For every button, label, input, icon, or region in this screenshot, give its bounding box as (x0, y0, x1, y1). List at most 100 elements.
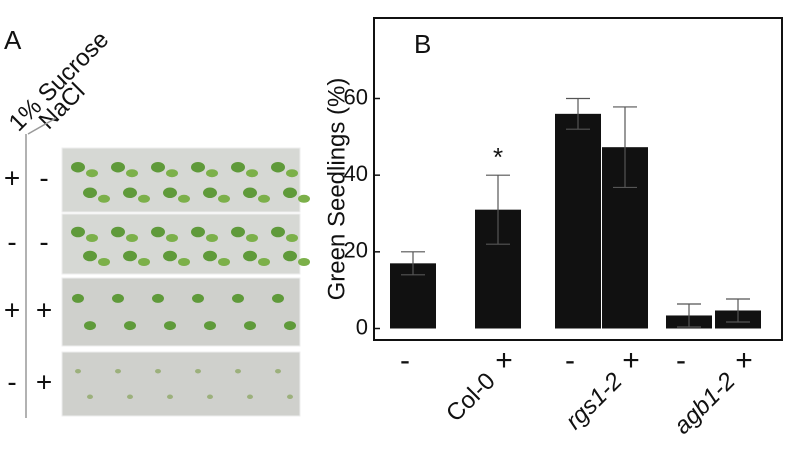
x-tick-label: + (622, 344, 640, 377)
seedling (244, 321, 256, 331)
seedling (138, 194, 150, 203)
seedling (203, 187, 217, 199)
nacl-sign: + (36, 366, 52, 397)
seedling (166, 169, 178, 178)
seedling (87, 394, 93, 400)
seedling (123, 250, 137, 262)
seedling (231, 226, 245, 238)
plot-frame (373, 17, 783, 341)
x-tick-label: + (735, 344, 753, 377)
nacl-sign: - (39, 162, 48, 193)
seedling (243, 187, 257, 199)
seedling (123, 187, 137, 199)
photo (61, 351, 301, 417)
seedling (152, 293, 164, 303)
seedling (243, 250, 257, 262)
seedling (258, 258, 270, 266)
seedling (98, 194, 110, 203)
seedling (283, 250, 297, 262)
sucrose-sign: + (4, 162, 20, 193)
seedling (163, 250, 177, 262)
seedling (151, 226, 165, 238)
y-tick-label: 0 (356, 314, 368, 339)
seedling (192, 293, 204, 303)
seedling (86, 169, 98, 178)
seedling (83, 187, 97, 199)
seedling (111, 226, 125, 238)
seedling (284, 321, 296, 331)
y-tick-label: 20 (344, 238, 368, 263)
seedling (163, 187, 177, 199)
sucrose-sign: + (4, 294, 20, 325)
seedling (98, 258, 110, 266)
y-tick-label: 60 (344, 84, 368, 109)
seedling (271, 226, 285, 238)
group-label: rgs1-2 (561, 368, 628, 435)
sucrose-sign: - (7, 226, 16, 257)
seedling (298, 258, 310, 266)
y-tick-label: 40 (344, 161, 368, 186)
seedling (271, 161, 285, 173)
seedling (206, 169, 218, 178)
seedling (155, 368, 161, 374)
seedling (203, 250, 217, 262)
x-tick-label: - (400, 344, 410, 377)
photo-panel (61, 147, 310, 417)
seedling (166, 234, 178, 242)
seedling (206, 234, 218, 242)
photo (61, 277, 301, 347)
seedling (286, 234, 298, 242)
panel-label: A (4, 25, 22, 55)
seedling (286, 169, 298, 178)
seedling (112, 293, 124, 303)
seedling (86, 234, 98, 242)
seedling (275, 368, 281, 374)
seedling (258, 194, 270, 203)
seedling (71, 161, 85, 173)
seedling (287, 394, 293, 400)
nacl-sign: + (36, 294, 52, 325)
nacl-sign: - (39, 226, 48, 257)
seedling (246, 234, 258, 242)
seedling (84, 321, 96, 331)
divider (27, 117, 57, 135)
panel-label: B (414, 29, 431, 59)
x-tick-label: + (495, 344, 513, 377)
seedling (231, 161, 245, 173)
seedling (167, 394, 173, 400)
significance-marker: * (493, 142, 503, 172)
bar (555, 113, 601, 329)
y-axis-label: Green Seedlings (%) (323, 78, 350, 301)
seedling (218, 194, 230, 203)
group-label: agb1-2 (669, 368, 741, 440)
sucrose-sign: - (7, 366, 16, 397)
seedling (126, 234, 138, 242)
seedling (115, 368, 121, 374)
seedling (191, 226, 205, 238)
seedling (195, 368, 201, 374)
seedling (246, 169, 258, 178)
group-label: Col-0 (441, 368, 501, 428)
seedling (207, 394, 213, 400)
seedling (178, 194, 190, 203)
seedling (126, 169, 138, 178)
seedling (235, 368, 241, 374)
seedling (283, 187, 297, 199)
seedling (127, 394, 133, 400)
seedling (83, 250, 97, 262)
seedling (71, 226, 85, 238)
seedling (272, 293, 284, 303)
seedling (138, 258, 150, 266)
seedling (75, 368, 81, 374)
seedling (218, 258, 230, 266)
seedling (247, 394, 253, 400)
seedling (164, 321, 176, 331)
seedling (232, 293, 244, 303)
seedling (72, 293, 84, 303)
x-tick-label: - (676, 344, 686, 377)
seedling (111, 161, 125, 173)
seedling (124, 321, 136, 331)
